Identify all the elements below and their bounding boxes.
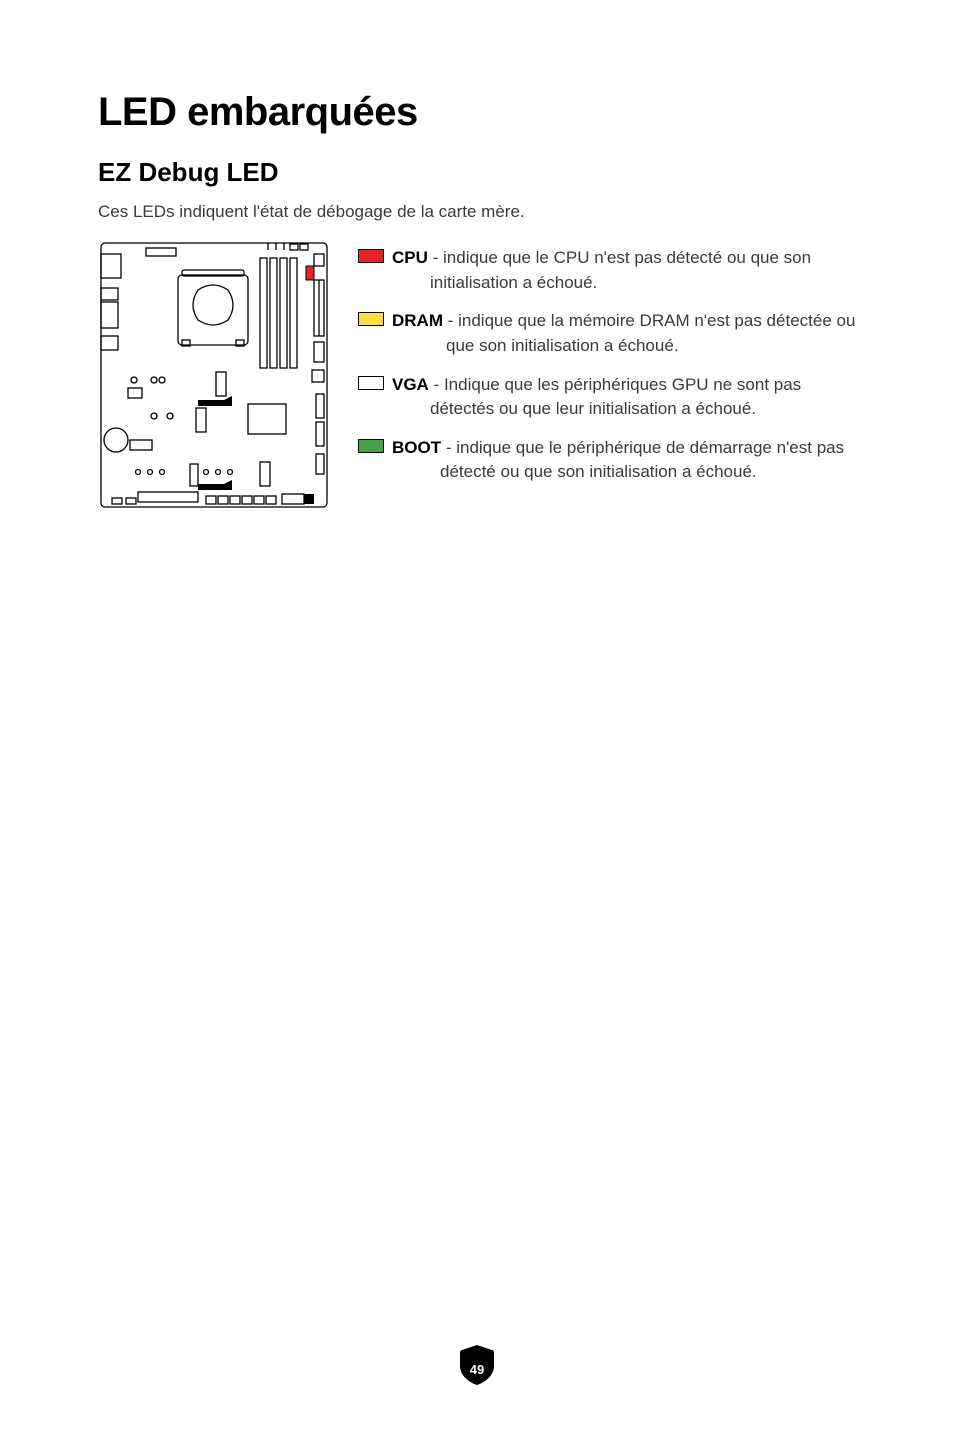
led-swatch-boot	[358, 439, 384, 453]
led-text-cpu: CPU - indique que le CPU n'est pas détec…	[392, 246, 856, 295]
cpu-led-indicator	[306, 266, 314, 280]
led-text-boot: BOOT - indique que le périphérique de dé…	[392, 436, 856, 485]
motherboard-diagram	[98, 240, 330, 510]
led-swatch-dram	[358, 312, 384, 326]
led-item-boot: BOOT - indique que le périphérique de dé…	[358, 436, 856, 485]
led-item-dram: DRAM - indique que la mémoire DRAM n'est…	[358, 309, 856, 358]
led-list: CPU - indique que le CPU n'est pas détec…	[358, 240, 856, 499]
led-item-cpu: CPU - indique que le CPU n'est pas détec…	[358, 246, 856, 295]
page-number: 49	[470, 1362, 484, 1377]
content-row: CPU - indique que le CPU n'est pas détec…	[98, 240, 856, 510]
led-text-vga: VGA - Indique que les périphériques GPU …	[392, 373, 856, 422]
led-text-dram: DRAM - indique que la mémoire DRAM n'est…	[392, 309, 856, 358]
page-title: LED embarquées	[98, 90, 856, 135]
led-item-vga: VGA - Indique que les périphériques GPU …	[358, 373, 856, 422]
section-subtitle: EZ Debug LED	[98, 157, 856, 188]
led-swatch-cpu	[358, 249, 384, 263]
section-description: Ces LEDs indiquent l'état de débogage de…	[98, 202, 856, 222]
led-swatch-vga	[358, 376, 384, 390]
